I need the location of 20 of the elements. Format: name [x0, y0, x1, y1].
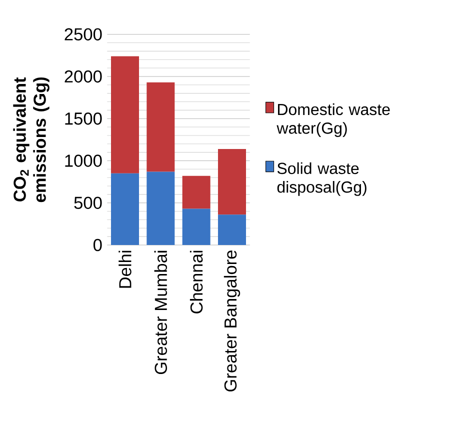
y-tick-label: 1000 [65, 154, 102, 167]
bar [111, 56, 140, 174]
bar [111, 173, 140, 245]
bar [146, 82, 175, 172]
y-tick-label: 2000 [64, 70, 102, 83]
legend-label: Domestic waste water(Gg) [276, 103, 390, 137]
bar [182, 208, 210, 245]
bar [182, 176, 210, 209]
y-tick-label: 1500 [65, 112, 102, 125]
y-tick-label: 2500 [64, 28, 102, 40]
bar [218, 214, 246, 245]
x-tick-label: Greater Mumbai [154, 250, 168, 374]
x-tick-label: Greater Bangalore [224, 250, 240, 392]
legend-label: Solid waste disposal(Gg) [277, 162, 366, 196]
x-tick-label: Chennai [190, 250, 203, 314]
bar [146, 172, 175, 245]
x-tick-label: Delhi [118, 250, 132, 288]
y-tick-label: 500 [74, 196, 102, 210]
y-tick-label: 0 [93, 238, 102, 252]
bar [218, 148, 246, 215]
